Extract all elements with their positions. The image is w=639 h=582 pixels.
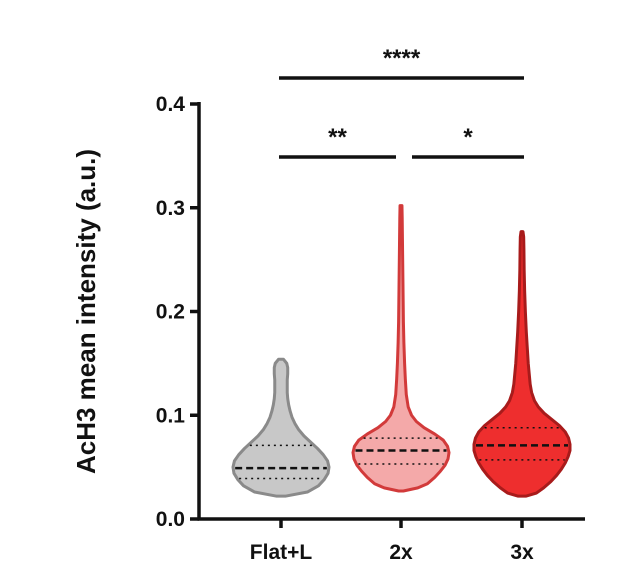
violin-body [472,230,572,498]
significance-label: **** [383,45,421,72]
y-axis-ticks: 0.0 0.1 0.2 0.3 0.4 [156,93,199,531]
x-tick-label: Flat+L [250,541,313,564]
y-tick-label: 0.4 [156,93,186,116]
y-tick-label: 0.0 [156,508,185,531]
significance-label: ** [328,124,347,151]
x-axis-ticks: Flat+L 2x 3x [250,519,534,564]
x-tick-label: 3x [510,541,534,564]
y-tick-label: 0.1 [156,404,186,427]
violin-flat-l [231,357,331,498]
violin-body [351,204,451,493]
significance-label: * [463,124,473,151]
y-axis-title: AcH3 mean intensity (a.u.) [71,149,101,474]
y-tick-label: 0.2 [156,301,185,324]
x-tick-label: 2x [389,541,413,564]
violin-layer [231,204,572,498]
violin-3x [472,230,572,498]
violin-2x [351,204,451,493]
y-tick-label: 0.3 [156,197,185,220]
violin-body [231,357,331,498]
significance-brackets: ****** * [279,45,524,159]
